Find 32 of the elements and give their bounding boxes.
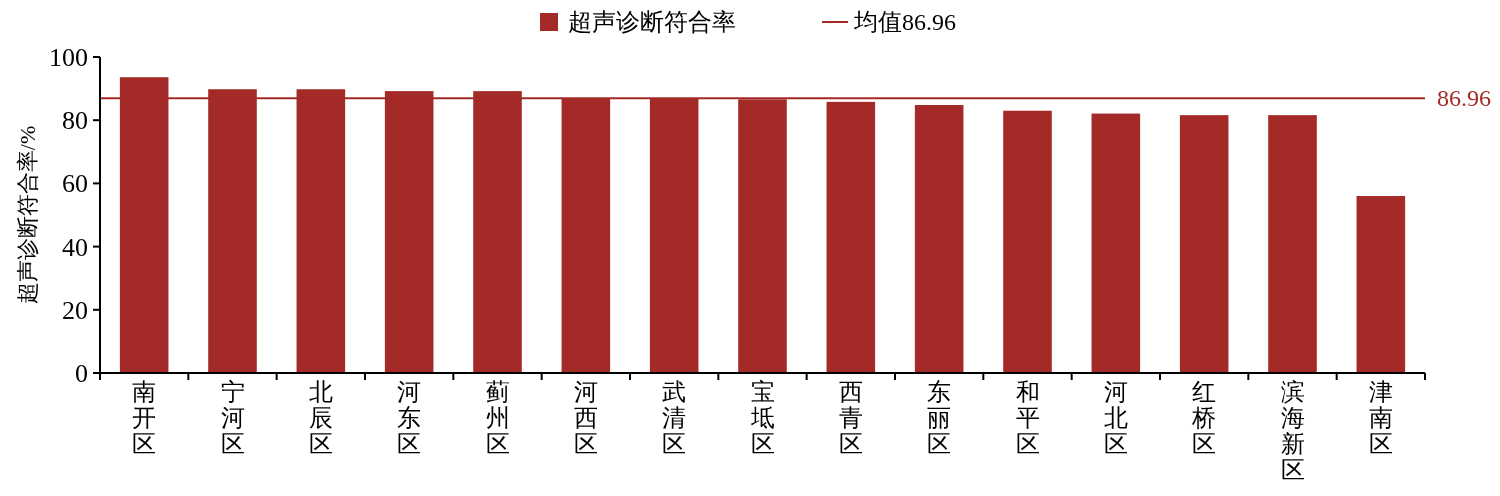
y-tick-label: 40: [62, 232, 88, 262]
y-tick-label: 60: [62, 169, 88, 199]
y-tick-label: 80: [62, 106, 88, 136]
bar: [1356, 196, 1406, 373]
x-tick-label: 河北区: [1103, 379, 1128, 457]
y-axis-title: 超声诊断符合率/%: [15, 125, 40, 305]
x-tick-label: 南开区: [132, 379, 157, 457]
x-tick-label: 武清区: [662, 379, 687, 457]
y-tick-label: 20: [62, 295, 88, 325]
x-tick-label: 东丽区: [927, 379, 952, 457]
x-tick-label: 北辰区: [308, 379, 333, 457]
x-tick-label: 河东区: [397, 379, 422, 457]
bar: [1091, 113, 1141, 373]
y-tick-label: 0: [75, 359, 88, 388]
x-tick-label: 西青区: [838, 379, 863, 457]
x-tick-label: 红桥区: [1191, 379, 1217, 457]
legend-label: 超声诊断符合率: [568, 9, 736, 35]
bar: [826, 101, 876, 373]
bar: [914, 105, 964, 373]
x-tick-label: 宁河区: [220, 379, 245, 457]
bar: [1003, 110, 1052, 373]
x-tick-label: 宝坻区: [749, 379, 775, 457]
x-tick-label: 和平区: [1015, 379, 1040, 457]
x-tick-label: 津南区: [1368, 379, 1393, 457]
x-tick-label: 河西区: [573, 379, 598, 457]
bar: [1268, 115, 1317, 373]
bar: [1179, 115, 1229, 373]
x-tick-label: 滨海新区: [1280, 379, 1305, 483]
x-tick-label: 蓟州区: [485, 379, 510, 457]
text: 86.96: [1437, 85, 1491, 112]
y-tick-label: 100: [49, 43, 88, 72]
legend-label: 均值86.96: [853, 9, 956, 35]
